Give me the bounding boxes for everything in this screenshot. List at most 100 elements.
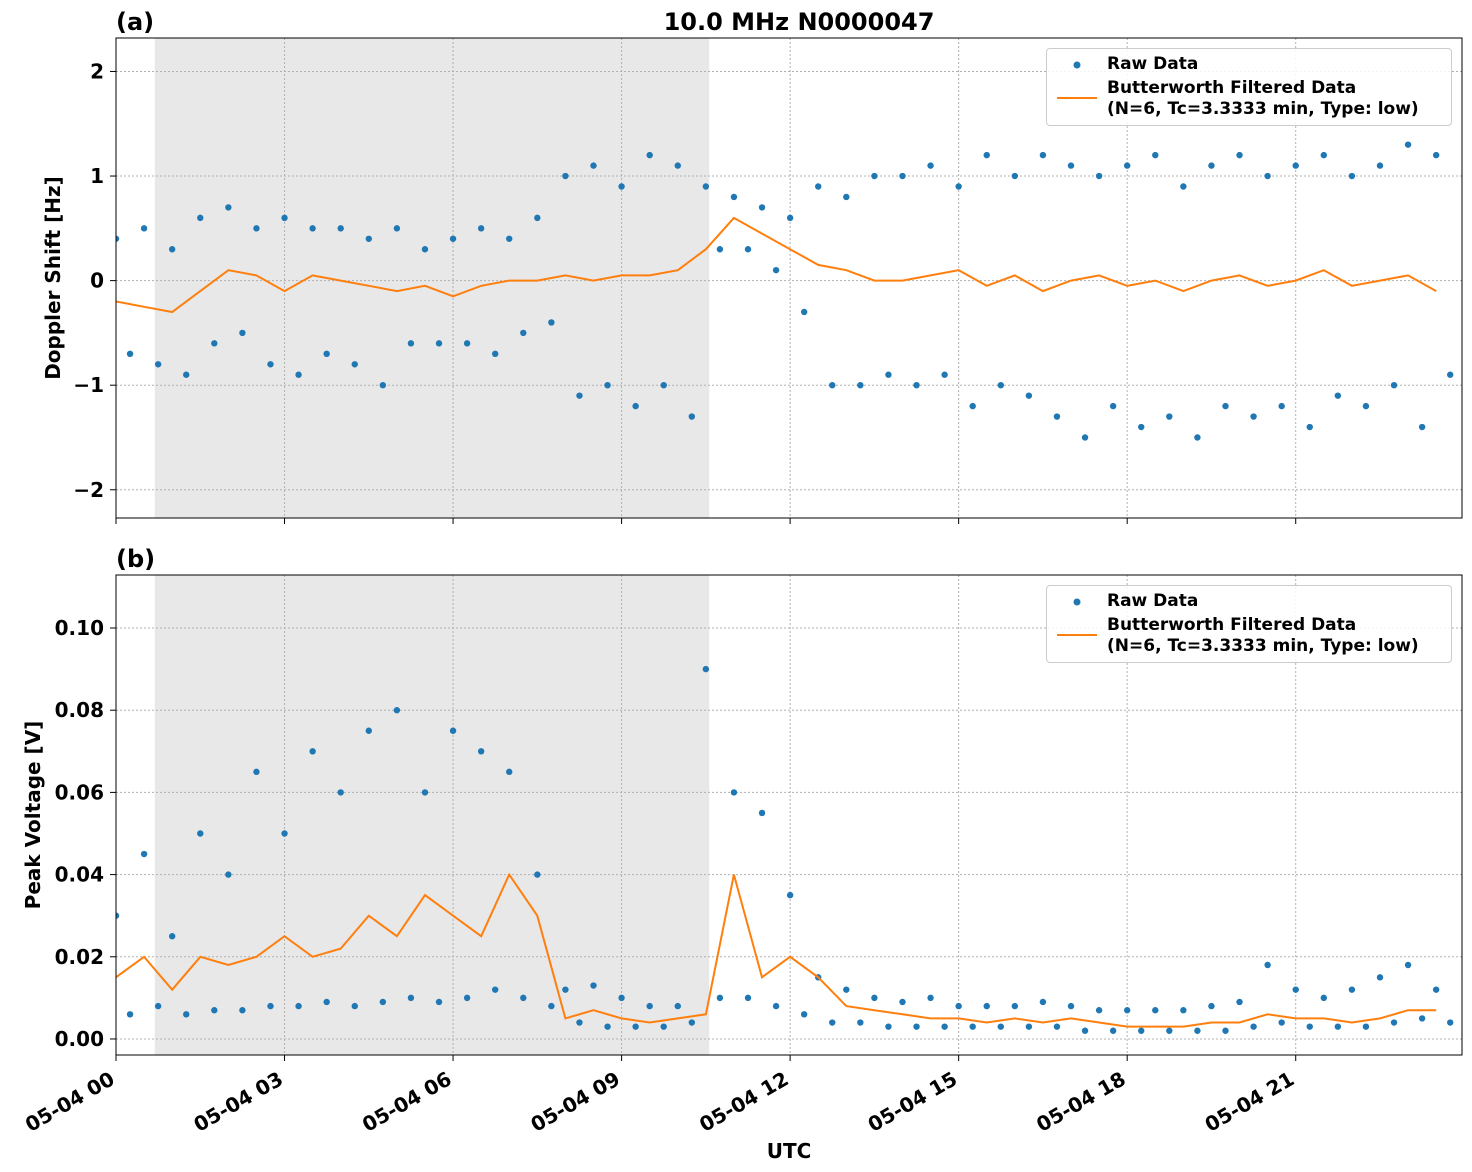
raw-point — [1432, 986, 1440, 993]
raw-point — [744, 246, 752, 253]
legend-symbol — [1073, 61, 1081, 69]
raw-point — [337, 225, 344, 232]
raw-point — [1236, 151, 1243, 159]
raw-point — [688, 413, 696, 420]
raw-point — [857, 1019, 864, 1026]
x-axis-label: UTC — [767, 1139, 812, 1163]
raw-point — [646, 151, 653, 159]
legend-entry: Raw Data — [1047, 590, 1451, 614]
legend-symbol — [1073, 598, 1081, 606]
raw-point — [969, 1023, 976, 1030]
legend-entry: Butterworth Filtered Data (N=6, Tc=3.333… — [1047, 77, 1451, 121]
legend: Raw Data Butterworth Filtered Data (N=6, … — [1046, 48, 1452, 126]
raw-point — [857, 381, 864, 389]
raw-point — [632, 1023, 639, 1030]
raw-point — [1011, 1002, 1019, 1010]
raw-point — [871, 172, 878, 180]
raw-point — [1390, 1019, 1398, 1026]
raw-point — [520, 994, 527, 1002]
raw-point — [1404, 961, 1412, 969]
raw-point — [168, 246, 176, 253]
raw-point — [997, 381, 1004, 389]
raw-point — [337, 789, 344, 796]
raw-point — [941, 371, 948, 378]
raw-point — [1320, 994, 1328, 1002]
raw-point — [632, 402, 639, 410]
raw-point — [267, 361, 274, 368]
axes-frame — [115, 574, 1463, 1056]
raw-point — [281, 830, 288, 837]
raw-point — [1348, 172, 1356, 180]
x-tick-label: 05-04 09 — [527, 1067, 625, 1137]
raw-point — [800, 1011, 808, 1018]
raw-point — [449, 727, 457, 734]
legend-label: Butterworth Filtered Data (N=6, Tc=3.333… — [1107, 615, 1419, 656]
raw-point — [1292, 986, 1299, 993]
raw-point — [1039, 151, 1047, 159]
raw-point — [1138, 423, 1145, 431]
x-tick-label: 05-04 21 — [1201, 1067, 1299, 1137]
raw-point — [1306, 1023, 1313, 1030]
raw-point — [1081, 434, 1089, 441]
raw-point — [309, 225, 316, 232]
legend-label: Butterworth Filtered Data (N=6, Tc=3.333… — [1107, 78, 1419, 119]
raw-point — [646, 1002, 653, 1010]
raw-point — [1264, 172, 1271, 180]
raw-point — [491, 986, 499, 993]
raw-point — [604, 1023, 611, 1030]
raw-point — [309, 748, 316, 755]
raw-point — [1320, 151, 1328, 159]
raw-point — [871, 994, 878, 1002]
x-tick-label: 05-04 18 — [1032, 1067, 1130, 1137]
y-axis-label: Peak Voltage [V] — [21, 721, 45, 910]
raw-point — [116, 235, 120, 242]
legend-entry: Butterworth Filtered Data (N=6, Tc=3.333… — [1047, 614, 1451, 658]
raw-point — [674, 1002, 681, 1010]
raw-point — [829, 1019, 836, 1026]
raw-point — [168, 933, 176, 940]
raw-point — [351, 1002, 358, 1010]
raw-point — [239, 1007, 246, 1014]
raw-point — [520, 329, 527, 337]
raw-point — [786, 214, 794, 222]
x-tick-label: 05-04 00 — [21, 1067, 119, 1137]
y-tick-label: 0.10 — [55, 616, 104, 640]
raw-point — [421, 789, 429, 796]
raw-point — [126, 350, 134, 358]
raw-point — [1390, 381, 1398, 389]
raw-point — [899, 172, 906, 180]
raw-point — [1152, 151, 1159, 159]
raw-point — [590, 162, 597, 169]
raw-point — [225, 871, 232, 878]
raw-point — [295, 1002, 302, 1010]
y-tick-label: 0 — [90, 269, 104, 293]
x-tick-label: 05-04 15 — [864, 1067, 962, 1137]
y-tick-label: 0.00 — [55, 1027, 104, 1051]
raw-point — [534, 871, 541, 878]
raw-point — [1194, 1027, 1201, 1034]
raw-point — [506, 235, 513, 242]
raw-point — [1278, 1019, 1285, 1026]
raw-point — [491, 350, 499, 358]
raw-point — [576, 1019, 583, 1026]
raw-point — [688, 1019, 696, 1026]
raw-point — [548, 1002, 555, 1010]
raw-point — [506, 768, 513, 776]
raw-point — [1039, 998, 1047, 1006]
raw-point — [997, 1023, 1004, 1030]
raw-point — [463, 340, 471, 347]
raw-point — [421, 246, 429, 253]
raw-point — [211, 1007, 218, 1014]
raw-point — [1236, 998, 1243, 1006]
raw-point — [1053, 413, 1061, 420]
raw-point — [323, 998, 330, 1006]
raw-point — [548, 319, 555, 326]
raw-point — [772, 1002, 780, 1010]
raw-point — [660, 1023, 667, 1030]
raw-point — [716, 994, 724, 1002]
raw-point — [1447, 371, 1454, 378]
raw-point — [449, 235, 457, 242]
raw-point — [1447, 1019, 1454, 1026]
raw-point — [1166, 1027, 1173, 1034]
